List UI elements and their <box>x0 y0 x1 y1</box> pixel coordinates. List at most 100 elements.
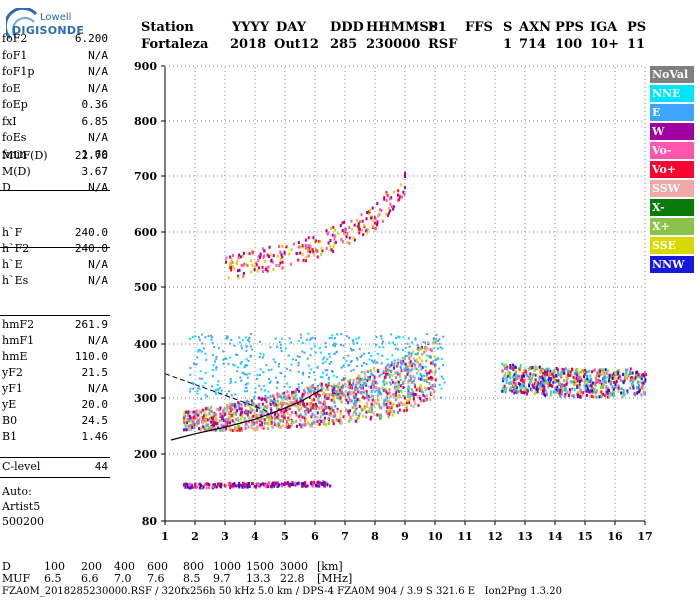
echo-point <box>330 398 333 402</box>
spread-echo-point <box>204 371 207 374</box>
spread-echo-point <box>421 391 424 394</box>
echo-point <box>349 399 352 403</box>
echo-point <box>323 408 326 412</box>
spread-echo-point <box>197 350 200 353</box>
echo-point <box>210 409 213 413</box>
echo-point <box>228 419 231 423</box>
echo-point <box>587 387 590 391</box>
echo-point <box>273 403 276 407</box>
echo-point <box>617 369 620 373</box>
spread-echo-point <box>189 373 192 376</box>
echo-point <box>321 412 324 416</box>
echo-point <box>521 379 524 383</box>
echo-point <box>362 414 365 418</box>
echo-point <box>205 486 208 490</box>
echo-point <box>393 371 396 375</box>
echo-point <box>257 404 260 408</box>
spread-echo-point <box>246 376 249 379</box>
legend-item-sse: SSE <box>650 237 694 254</box>
echo-point <box>326 483 329 487</box>
echo-point <box>565 375 568 379</box>
echo-point <box>245 410 248 414</box>
echo-point <box>240 403 243 407</box>
echo-point <box>402 386 405 390</box>
echo-point <box>313 240 316 244</box>
echo-point <box>638 390 641 394</box>
echo-point <box>325 246 328 250</box>
spread-echo-point <box>306 357 309 360</box>
echo-point <box>271 481 274 485</box>
echo-point <box>643 374 646 378</box>
echo-point <box>591 381 594 385</box>
echo-point <box>407 380 410 384</box>
echo-point <box>350 384 353 388</box>
spread-echo-point <box>413 359 416 362</box>
spread-echo-point <box>301 350 304 353</box>
echo-point <box>297 481 300 485</box>
spread-echo-point <box>316 384 319 387</box>
hdr-station-value: Fortaleza <box>141 37 209 52</box>
spread-echo-point <box>215 366 218 369</box>
echo-point <box>412 357 415 361</box>
echo-point <box>337 387 340 391</box>
echo-point <box>192 423 195 427</box>
echo-point <box>269 417 272 421</box>
echo-point <box>567 372 570 376</box>
param-value: N/A <box>88 258 108 271</box>
echo-point <box>300 406 303 410</box>
echo-point <box>183 483 186 487</box>
y-tick-label: 700 <box>134 170 157 183</box>
param-key: foF1 <box>2 48 28 62</box>
echo-point <box>370 402 373 406</box>
spread-echo-point <box>309 337 312 340</box>
hdr-ps-value: 11 <box>627 37 646 52</box>
spread-echo-point <box>436 347 439 350</box>
echo-point <box>304 419 307 423</box>
spread-echo-point <box>442 377 445 380</box>
spread-echo-point <box>301 381 304 384</box>
spread-echo-point <box>339 343 342 346</box>
echo-point <box>206 427 209 431</box>
echo-point <box>563 383 566 387</box>
echo-point <box>312 250 315 254</box>
echo-point <box>192 416 195 420</box>
echo-point <box>305 246 308 250</box>
spread-echo-point <box>393 362 396 365</box>
spread-echo-point <box>217 347 220 350</box>
spread-echo-point <box>295 394 298 397</box>
echo-point <box>407 392 410 396</box>
footer-muf-value: 8.5 <box>183 572 201 585</box>
echo-point <box>213 419 216 423</box>
echo-point <box>403 396 406 400</box>
echo-point <box>630 383 633 387</box>
param-hme: hmE 110.0 <box>2 350 108 365</box>
echo-point <box>340 400 343 404</box>
echo-point <box>224 418 227 422</box>
echo-point <box>212 483 215 487</box>
spread-echo-point <box>243 366 246 369</box>
echo-point <box>276 395 279 399</box>
echo-point <box>560 373 563 377</box>
echo-point <box>317 398 320 402</box>
echo-point <box>260 426 263 430</box>
spread-echo-point <box>395 385 398 388</box>
spread-echo-point <box>297 370 300 373</box>
echo-point <box>522 384 525 388</box>
echo-point <box>564 393 567 397</box>
echo-point <box>259 423 262 427</box>
echo-point <box>309 424 312 428</box>
echo-point <box>412 380 415 384</box>
echo-point <box>282 414 285 418</box>
spread-echo-point <box>194 335 197 338</box>
spread-echo-point <box>290 341 293 344</box>
echo-point <box>393 392 396 396</box>
echo-point <box>511 375 514 379</box>
echo-point <box>242 481 245 485</box>
echo-point <box>429 348 432 352</box>
echo-point <box>404 376 407 380</box>
echo-point <box>212 412 215 416</box>
echo-point <box>392 366 395 370</box>
footer-muf-value: 9.7 <box>213 572 231 585</box>
echo-point <box>276 423 279 427</box>
spread-echo-point <box>211 369 214 372</box>
